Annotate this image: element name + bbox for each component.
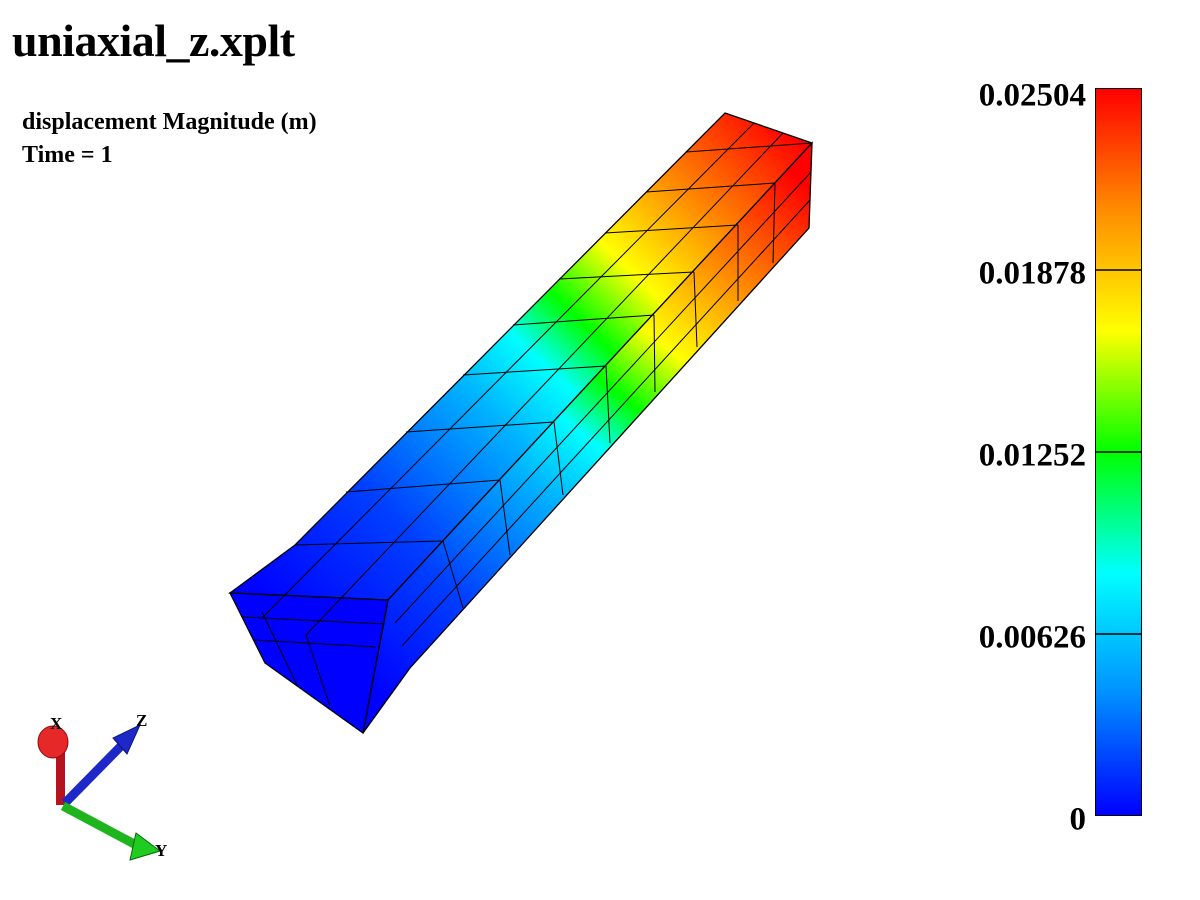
z-axis-label: Z (136, 711, 147, 730)
file-title: uniaxial_z.xplt (12, 15, 295, 66)
info-panel: displacement Magnitude (m) Time = 1 (22, 106, 317, 172)
y-axis-shaft (60, 802, 141, 850)
legend-label-max: 0.02504 (978, 77, 1086, 114)
field-label: displacement Magnitude (m) (22, 109, 317, 135)
y-axis-arrow (129, 832, 162, 861)
z-axis-shaft (61, 739, 128, 807)
time-label: Time = 1 (22, 142, 113, 168)
color-legend-bar (1095, 88, 1142, 816)
legend-label-3: 0.01878 (978, 255, 1086, 292)
legend-label-1: 0.00626 (978, 619, 1086, 656)
axis-triad: X Z Y (37, 711, 167, 861)
x-axis-shaft (56, 745, 65, 805)
x-axis-arrow (37, 725, 69, 759)
mesh-lines (241, 122, 813, 707)
bar-end-face (228, 592, 389, 735)
legend-label-2: 0.01252 (978, 437, 1086, 474)
z-axis-arrow (112, 723, 142, 755)
y-axis-label: Y (155, 841, 167, 860)
x-axis-label: X (50, 714, 63, 733)
legend-label-min: 0 (1069, 801, 1087, 838)
